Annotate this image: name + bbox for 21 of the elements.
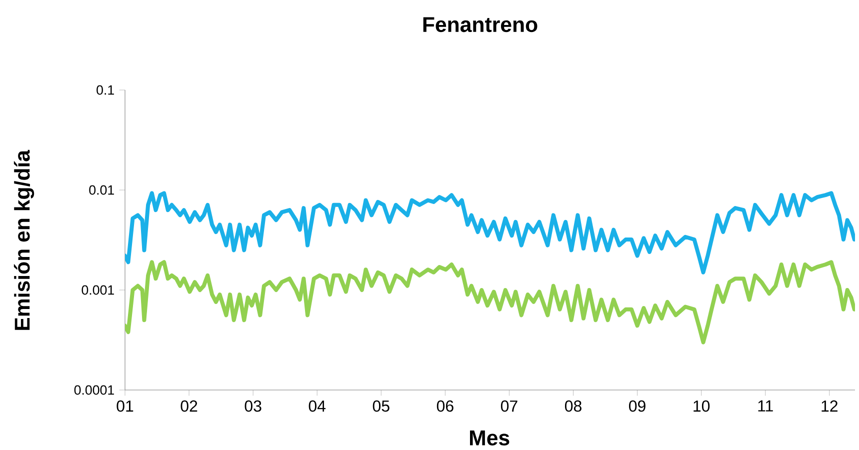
x-axis-title: Mes [470, 430, 510, 446]
y-tick-label: 0.1 [96, 85, 114, 95]
line-series [125, 260, 856, 344]
line-series [125, 191, 856, 274]
x-tick-label: 05 [372, 400, 390, 412]
x-tick-label: 07 [500, 400, 518, 412]
x-tick-label: 01 [116, 400, 134, 412]
y-tick-label: 0.0001 [74, 385, 114, 395]
y-axis-title: Emisión en kg/día [14, 150, 34, 330]
x-tick-label: 10 [694, 400, 710, 412]
y-tick-label: 0.01 [89, 185, 114, 195]
x-tick-label: 11 [758, 400, 773, 412]
x-tick-label: 08 [564, 400, 582, 412]
x-tick-label: 06 [436, 400, 454, 412]
x-tick-label: 09 [629, 400, 646, 412]
x-tick-label: 12 [822, 400, 838, 412]
x-tick-label: 04 [308, 400, 326, 412]
x-tick-label: 03 [244, 400, 262, 412]
x-tick-label: 02 [180, 400, 198, 412]
chart-title: Fenantreno [423, 17, 538, 32]
y-tick-label: 0.001 [82, 285, 114, 295]
